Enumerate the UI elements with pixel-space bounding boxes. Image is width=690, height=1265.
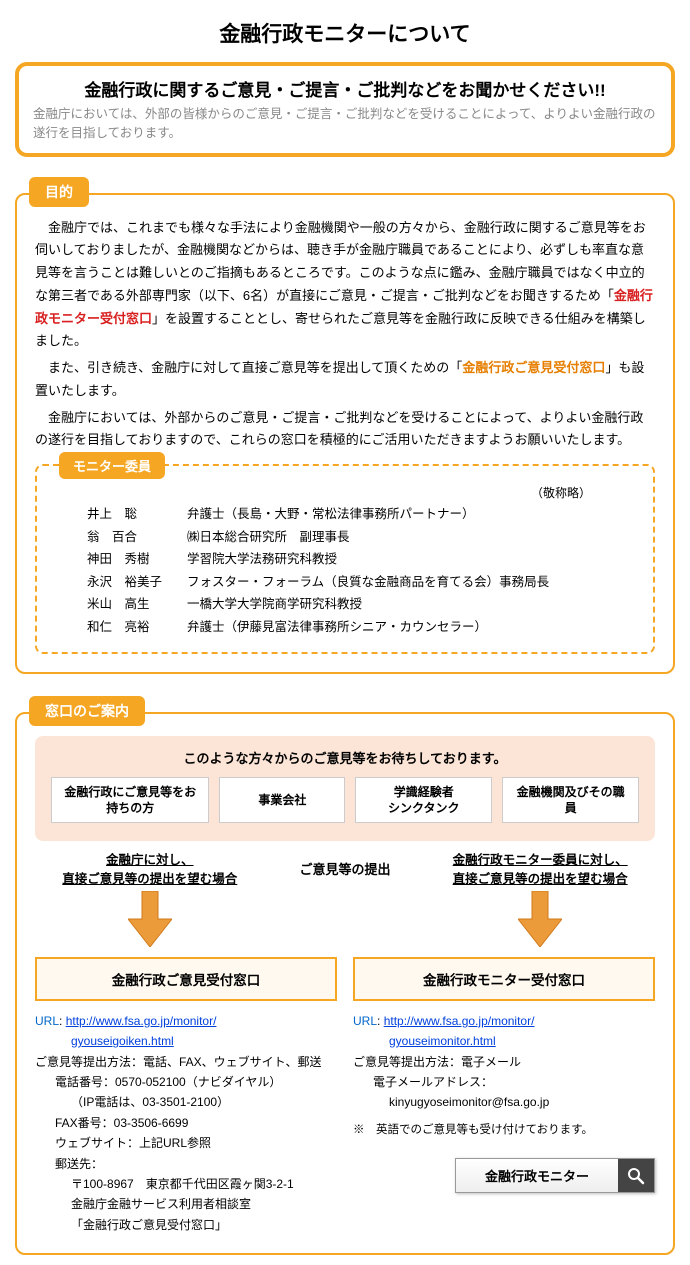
flow-right: 金融行政モニター委員に対し、直接ご意見等の提出を望む場合 [425, 851, 655, 947]
contact-columns: 金融行政ご意見受付窓口 URL: http://www.fsa.go.jp/mo… [35, 957, 655, 1235]
highlight-orange: 金融行政ご意見受付窓口 [462, 360, 605, 375]
left-details: URL: http://www.fsa.go.jp/monitor/ gyous… [35, 1011, 337, 1235]
purpose-p3: 金融庁においては、外部からのご意見・ご提言・ご批判などを受けることによって、より… [35, 407, 655, 453]
search-button[interactable] [618, 1159, 654, 1192]
flow-left: 金融庁に対し、直接ご意見等の提出を望む場合 [35, 851, 265, 947]
contact-left: 金融行政ご意見受付窓口 URL: http://www.fsa.go.jp/mo… [35, 957, 337, 1235]
search-box[interactable]: 金融行政モニター [455, 1158, 655, 1193]
members-label: モニター委員 [59, 452, 165, 479]
right-url-link[interactable]: http://www.fsa.go.jp/monitor/ [384, 1014, 535, 1028]
member-row: 永沢 裕美子フォスター・フォーラム（良質な金融商品を育てる会）事務局長 [87, 571, 631, 594]
member-name: 井上 聡 [87, 503, 187, 526]
right-title: 金融行政モニター受付窓口 [353, 957, 655, 1001]
member-name: 米山 高生 [87, 593, 187, 616]
member-title: 一橋大学大学院商学研究科教授 [187, 593, 631, 616]
member-row: 神田 秀樹学習院大学法務研究科教授 [87, 548, 631, 571]
member-row: 米山 高生一橋大学大学院商学研究科教授 [87, 593, 631, 616]
left-url-link[interactable]: http://www.fsa.go.jp/monitor/ [66, 1014, 217, 1028]
url-label: URL [353, 1014, 377, 1028]
page-title: 金融行政モニターについて [15, 18, 675, 48]
audience-box-2: 事業会社 [219, 777, 345, 823]
audience-panel: このような方々からのご意見等をお待ちしております。 金融行政にご意見等をお持ちの… [35, 736, 655, 841]
audience-box-4: 金融機関及びその職員 [502, 777, 639, 823]
intro-text: 金融庁においては、外部の皆様からのご意見・ご提言・ご批判などを受けることによって… [33, 105, 657, 143]
member-title: 弁護士（伊藤見富法律事務所シニア・カウンセラー） [187, 616, 631, 639]
purpose-section: 目的 金融庁では、これまでも様々な手法により金融機関や一般の方々から、金融行政に… [15, 177, 675, 675]
member-row: 和仁 亮裕弁護士（伊藤見富法律事務所シニア・カウンセラー） [87, 616, 631, 639]
guide-tab: 窓口のご案内 [29, 696, 145, 726]
honorific: （敬称略） [87, 484, 631, 501]
member-row: 翁 百合㈱日本総合研究所 副理事長 [87, 526, 631, 549]
members-box: モニター委員 （敬称略） 井上 聡弁護士（長島・大野・常松法律事務所パートナー）… [35, 464, 655, 654]
member-name: 翁 百合 [87, 526, 187, 549]
left-title: 金融行政ご意見受付窓口 [35, 957, 337, 1001]
flow-row: 金融庁に対し、直接ご意見等の提出を望む場合 ご意見等の提出 金融行政モニター委員… [35, 851, 655, 947]
right-url-link-2[interactable]: gyouseimonitor.html [389, 1034, 496, 1048]
url-label: URL [35, 1014, 59, 1028]
arrow-down-right-icon [518, 891, 562, 947]
right-details: URL: http://www.fsa.go.jp/monitor/ gyous… [353, 1011, 655, 1141]
audience-box-3: 学識経験者 シンクタンク [355, 777, 492, 823]
audience-box-1: 金融行政にご意見等をお持ちの方 [51, 777, 209, 823]
purpose-p2: また、引き続き、金融庁に対して直接ご意見等を提出して頂くための「金融行政ご意見受… [35, 357, 655, 403]
member-title: ㈱日本総合研究所 副理事長 [187, 526, 631, 549]
intro-box: 金融行政に関するご意見・ご提言・ご批判などをお聞かせください!! 金融庁において… [15, 62, 675, 157]
member-name: 永沢 裕美子 [87, 571, 187, 594]
member-row: 井上 聡弁護士（長島・大野・常松法律事務所パートナー） [87, 503, 631, 526]
purpose-body: 金融庁では、これまでも様々な手法により金融機関や一般の方々から、金融行政に関する… [15, 193, 675, 675]
guide-body: このような方々からのご意見等をお待ちしております。 金融行政にご意見等をお持ちの… [15, 712, 675, 1255]
members-list: 井上 聡弁護士（長島・大野・常松法律事務所パートナー）翁 百合㈱日本総合研究所 … [87, 503, 631, 638]
search-text: 金融行政モニター [456, 1159, 618, 1192]
member-title: フォスター・フォーラム（良質な金融商品を育てる会）事務局長 [187, 571, 631, 594]
search-icon [627, 1167, 645, 1185]
guide-section: 窓口のご案内 このような方々からのご意見等をお待ちしております。 金融行政にご意… [15, 696, 675, 1255]
purpose-tab: 目的 [29, 177, 89, 207]
member-name: 神田 秀樹 [87, 548, 187, 571]
left-url-link-2[interactable]: gyouseigoiken.html [71, 1034, 174, 1048]
member-name: 和仁 亮裕 [87, 616, 187, 639]
member-title: 弁護士（長島・大野・常松法律事務所パートナー） [187, 503, 631, 526]
intro-heading: 金融行政に関するご意見・ご提言・ご批判などをお聞かせください!! [33, 76, 657, 101]
purpose-p1: 金融庁では、これまでも様々な手法により金融機関や一般の方々から、金融行政に関する… [35, 217, 655, 354]
member-title: 学習院大学法務研究科教授 [187, 548, 631, 571]
arrow-down-left-icon [128, 891, 172, 947]
contact-right: 金融行政モニター受付窓口 URL: http://www.fsa.go.jp/m… [353, 957, 655, 1235]
flow-center-label: ご意見等の提出 [265, 851, 426, 878]
audience-heading: このような方々からのご意見等をお待ちしております。 [51, 748, 639, 767]
